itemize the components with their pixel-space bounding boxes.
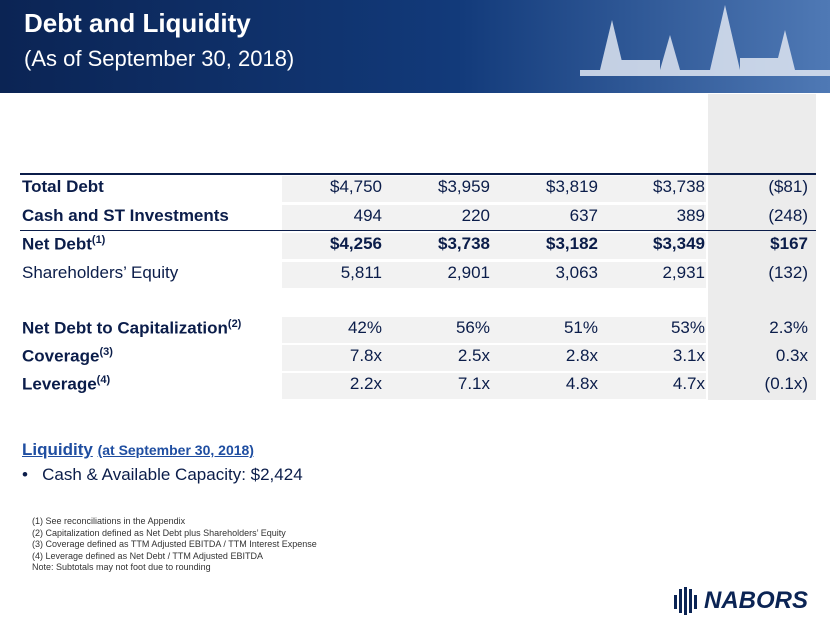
bullet: • Cash & Available Capacity: $2,424 (22, 465, 303, 484)
label-text: Shareholders’ Equity (22, 263, 179, 282)
liquidity-heading: Liquidity (at September 30, 2018) (22, 440, 254, 460)
cell-value: $3,182 (546, 234, 598, 253)
bullet-text: Cash & Available Capacity: $2,424 (42, 465, 303, 484)
footnote: (1) See reconciliations in the Appendix (32, 516, 186, 526)
row-label: Cash and ST Investments (22, 206, 229, 226)
label-note: (2) (227, 318, 242, 330)
footnote: (3) Coverage defined as TTM Adjusted EBI… (32, 539, 317, 549)
row-bg (282, 262, 706, 288)
label-note: (1) (91, 234, 106, 246)
rule (20, 173, 816, 175)
cell-value: 4.7x (672, 374, 705, 393)
logo-icon (674, 587, 697, 615)
label-text: Net Debt (22, 234, 92, 254)
label-text: Net Debt to Capitalization (22, 318, 228, 338)
row-label: Leverage(4) (22, 374, 110, 395)
row-label: Coverage(3) (22, 346, 113, 367)
cell-value: 2.2x (349, 374, 382, 393)
label-text: Cash and ST Investments (22, 206, 229, 225)
label-text: Leverage (22, 374, 97, 394)
row-label: Total Debt (22, 177, 104, 197)
change-col-bg (708, 94, 816, 400)
heading-note: (at September 30, 2018) (97, 442, 254, 458)
cell-value: 2.3% (769, 318, 808, 337)
logo-text: NABORS (704, 587, 809, 614)
label-note: (4) (96, 374, 111, 386)
cell-value: 7.1x (457, 374, 490, 393)
cell-value: 7.8x (349, 346, 382, 365)
cell-value: $4,256 (330, 234, 382, 253)
footnote: (4) Leverage defined as Net Debt / TTM A… (32, 550, 263, 561)
row-bg (282, 176, 706, 202)
cell-value: 0.3x (775, 346, 808, 365)
label-text: Coverage (22, 346, 100, 366)
label-note: (3) (99, 346, 113, 358)
title: Debt and Liquidity (24, 8, 251, 38)
cell-value: 4.8x (565, 374, 598, 393)
cell-value: ($81) (768, 177, 808, 196)
cell-value: $3,349 (653, 234, 705, 253)
cell-value: 5,811 (340, 263, 382, 282)
footnote: Note: Subtotals may not foot due to roun… (32, 562, 211, 572)
cell-value: 2.5x (457, 346, 490, 365)
cell-value: (248) (768, 206, 808, 225)
cell-value: 3.1x (672, 346, 705, 365)
cell-value: 220 (461, 206, 490, 225)
cell-value: 389 (676, 206, 705, 225)
cell-value: $4,750 (330, 177, 382, 196)
cell-value: (132) (768, 263, 808, 282)
heading: Liquidity (22, 440, 93, 459)
cell-value: 494 (353, 206, 382, 225)
cell-value: 53% (670, 318, 705, 337)
label-text: Total Debt (22, 177, 104, 196)
subtitle: (As of September 30, 2018) (24, 46, 295, 71)
cell-value: 2.8x (565, 346, 598, 365)
cell-value: $3,959 (438, 177, 490, 196)
cell-value: 51% (563, 318, 598, 337)
cell-value: $3,738 (438, 234, 490, 253)
footnote: (2) Capitalization defined as Net Debt p… (32, 527, 286, 538)
cell-value: 3,063 (555, 263, 598, 282)
cell-value: 2,931 (662, 263, 705, 282)
cell-value: $3,819 (546, 177, 598, 196)
row-bg (282, 317, 706, 343)
cell-value: $167 (770, 234, 808, 253)
cell-value: 42% (347, 318, 382, 337)
row-bg (282, 373, 706, 399)
cell-value: (0.1x) (764, 374, 808, 393)
footnotes: (1) See reconciliations in the Appendix(… (32, 516, 317, 574)
rig-graphic (580, 5, 830, 76)
row-bg (282, 233, 706, 259)
row-bg (282, 205, 706, 231)
cell-value: $3,738 (653, 177, 705, 196)
row-label: Net Debt(1) (22, 234, 105, 255)
cell-value: 56% (455, 318, 490, 337)
cell-value: 637 (569, 206, 598, 225)
rule (20, 230, 816, 231)
cell-value: 2,901 (447, 263, 490, 282)
row-bg (282, 345, 706, 371)
row-label: Net Debt to Capitalization(2) (22, 318, 241, 339)
row-label: Shareholders’ Equity (22, 263, 178, 283)
header-band (0, 0, 830, 93)
